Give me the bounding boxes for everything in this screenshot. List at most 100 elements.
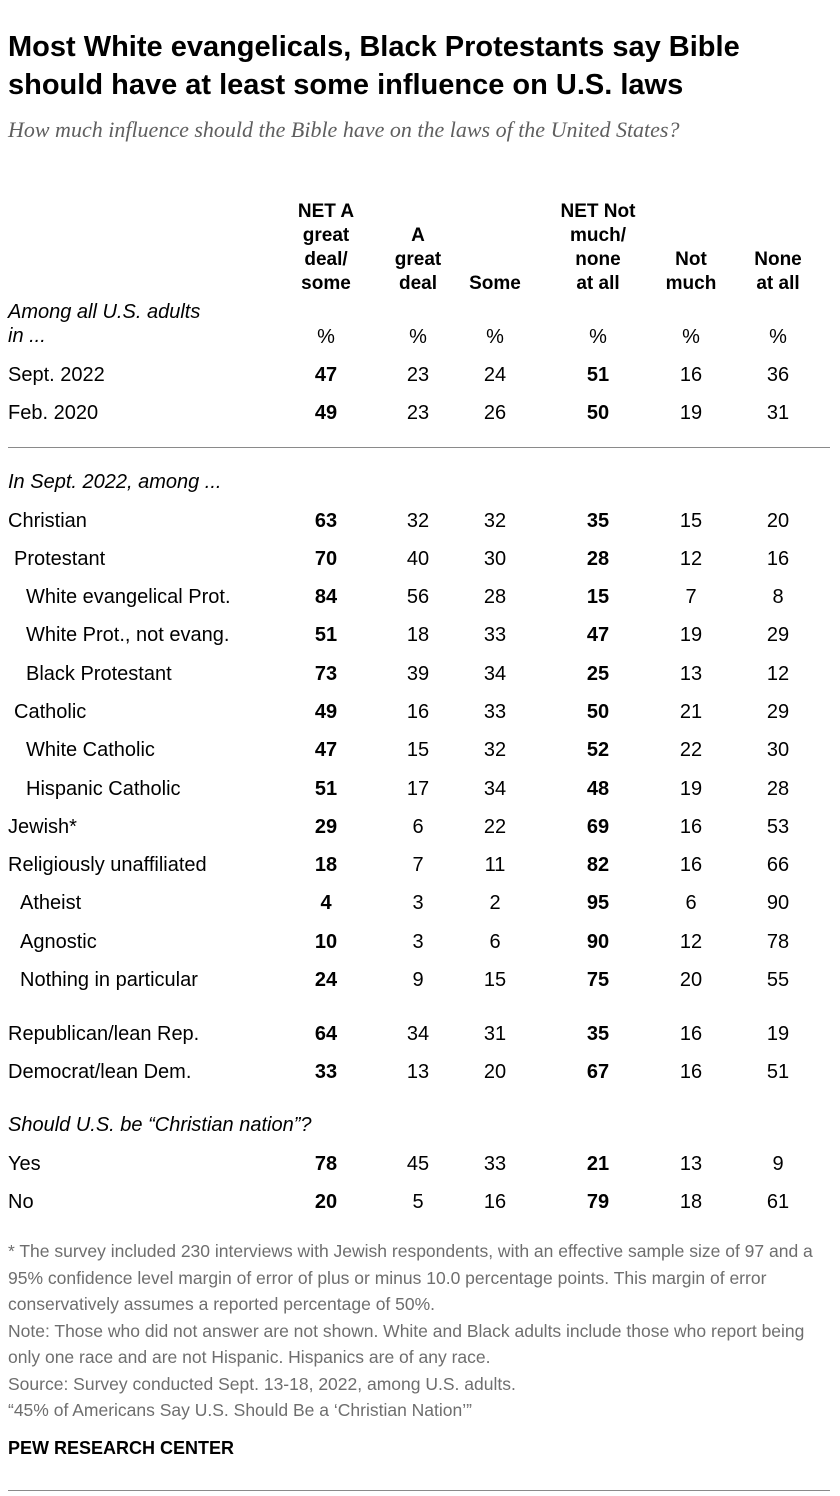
column-header-line: NET Not [560, 201, 636, 222]
table-cell: 75 [586, 969, 610, 991]
table-cell: 34 [406, 1023, 430, 1045]
chart-subtitle: How much influence should the Bible have… [8, 117, 680, 142]
row-label-christian: Christian [8, 510, 87, 532]
column-header-line: at all [756, 273, 800, 294]
table-cell: 6 [412, 816, 424, 838]
unit-cell: % [486, 326, 504, 348]
section-heading-2: In Sept. 2022, among ... [8, 470, 221, 494]
table-cell: 28 [483, 586, 507, 608]
table-cell: 18 [679, 1191, 703, 1213]
column-header-5: Not much [654, 248, 728, 296]
table-cell: 52 [586, 739, 610, 761]
section-divider [8, 447, 830, 448]
section-heading-line: In Sept. 2022, among ... [8, 471, 222, 493]
table-cell: 45 [406, 1153, 430, 1175]
table-cell: 35 [586, 510, 610, 532]
table-cell: 17 [406, 778, 430, 800]
column-header-line: much [665, 273, 717, 294]
table-cell: 56 [406, 586, 430, 608]
column-header-line: deal/ [304, 249, 348, 270]
column-header-1: NET A great deal/some [286, 200, 366, 296]
brand-label: PEW RESEARCH CENTER [8, 1438, 235, 1458]
row-label-democrat-lean-dem: Democrat/lean Dem. [8, 1061, 192, 1083]
table-cell: 31 [483, 1023, 507, 1045]
table-cell: 70 [314, 548, 338, 570]
column-header-line: deal [398, 273, 438, 294]
table-cell: 47 [314, 739, 338, 761]
table-cell: 16 [766, 548, 790, 570]
table-cell: 15 [406, 739, 430, 761]
section-heading-line: in ... [8, 325, 46, 347]
row-label-yes: Yes [8, 1153, 41, 1175]
table-cell: 15 [483, 969, 507, 991]
row-label-hispanic-catholic: Hispanic Catholic [26, 778, 181, 800]
table-cell: 51 [314, 778, 338, 800]
table-cell: 33 [314, 1061, 338, 1083]
table-cell: 15 [586, 586, 610, 608]
table-cell: 64 [314, 1023, 338, 1045]
table-cell: 40 [406, 548, 430, 570]
table-cell: 51 [766, 1061, 790, 1083]
footnote-jewish-sample: * The survey included 230 interviews wit… [8, 1241, 813, 1314]
table-cell: 32 [483, 739, 507, 761]
table-cell: 49 [314, 402, 338, 424]
column-header-3: Some [460, 272, 530, 296]
footnote-note: Note: Those who did not answer are not s… [8, 1320, 805, 1368]
table-cell: 24 [314, 969, 338, 991]
row-label-white-evangelical-prot: White evangelical Prot. [26, 586, 231, 608]
table-cell: 50 [586, 701, 610, 723]
table-cell: 12 [766, 663, 790, 685]
table-cell: 7 [685, 586, 697, 608]
table-cell: 90 [766, 892, 790, 914]
row-label-white-catholic: White Catholic [26, 739, 155, 761]
table-cell: 79 [586, 1191, 610, 1213]
column-header-line: NET A [297, 201, 355, 222]
table-cell: 12 [679, 931, 703, 953]
table-cell: 19 [766, 1023, 790, 1045]
table-cell: 55 [766, 969, 790, 991]
table-cell: 78 [314, 1153, 338, 1175]
row-label-white-prot-not-evang: White Prot., not evang. [26, 624, 230, 646]
table-cell: 39 [406, 663, 430, 685]
table-cell: 32 [406, 510, 430, 532]
table-cell: 16 [679, 1023, 703, 1045]
column-header-6: None at all [741, 248, 815, 296]
table-cell: 16 [679, 854, 703, 876]
table-cell: 19 [679, 624, 703, 646]
column-header-line: Some [469, 273, 521, 294]
table-cell: 32 [483, 510, 507, 532]
table-cell: 8 [772, 586, 784, 608]
unit-cell: % [317, 326, 335, 348]
table-cell: 29 [766, 624, 790, 646]
table-cell: 3 [412, 892, 424, 914]
table-cell: 22 [679, 739, 703, 761]
row-label-atheist: Atheist [20, 892, 82, 914]
table-cell: 31 [766, 402, 790, 424]
row-label-catholic: Catholic [14, 701, 87, 723]
table-cell: 84 [314, 586, 338, 608]
table-cell: 34 [483, 663, 507, 685]
chart-title: Most White evangelicals, Black Protestan… [8, 31, 740, 101]
table-cell: 67 [586, 1061, 610, 1083]
row-label-religiously-unaffiliated: Religiously unaffiliated [8, 854, 207, 876]
unit-cell: % [769, 326, 787, 348]
table-cell: 16 [679, 364, 703, 386]
table-cell: 34 [483, 778, 507, 800]
table-cell: 3 [412, 931, 424, 953]
table-cell: 21 [586, 1153, 610, 1175]
unit-cell: % [589, 326, 607, 348]
table-cell: 95 [586, 892, 610, 914]
table-cell: 33 [483, 624, 507, 646]
table-cell: 10 [314, 931, 338, 953]
table-cell: 29 [314, 816, 338, 838]
footnote-report-title: “45% of Americans Say U.S. Should Be a ‘… [8, 1400, 472, 1420]
footnote-source: Source: Survey conducted Sept. 13-18, 20… [8, 1373, 516, 1394]
table-cell: 33 [483, 1153, 507, 1175]
column-header-line: at all [576, 273, 620, 294]
table-cell: 4 [320, 892, 332, 914]
footnotes: * The survey included 230 interviews wit… [8, 1238, 832, 1424]
table-cell: 16 [483, 1191, 507, 1213]
table-cell: 30 [483, 548, 507, 570]
table-cell: 5 [412, 1191, 424, 1213]
